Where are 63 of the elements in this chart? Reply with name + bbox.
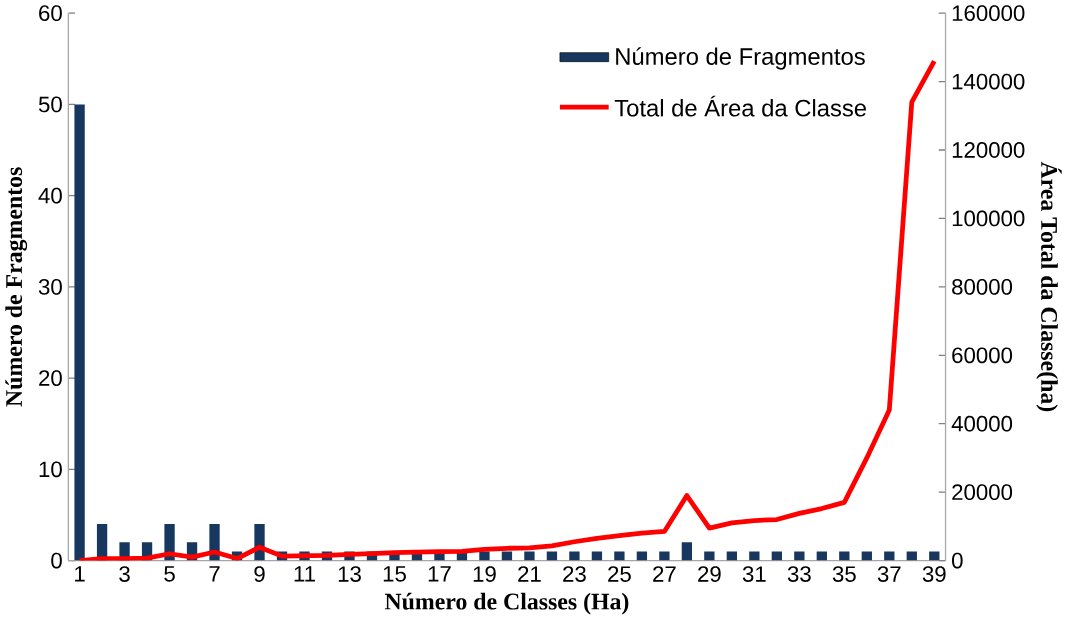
- bar: [884, 551, 895, 561]
- x-tick-label: 25: [608, 566, 631, 583]
- y-tick-label: 20: [39, 370, 62, 387]
- x-tick-label: 1: [75, 566, 85, 582]
- y2-axis-title: Área Total da Classe(ha): [1036, 161, 1062, 412]
- y-tick-label: 10: [39, 461, 62, 478]
- x-tick-label: 23: [563, 566, 586, 583]
- y2-tick-label: 120000: [952, 142, 1025, 159]
- x-tick-label: 33: [787, 566, 811, 583]
- legend-label: Total de Área da Classe: [614, 95, 866, 117]
- x-tick-label: 5: [164, 566, 175, 582]
- bar: [816, 551, 827, 561]
- bar: [591, 551, 603, 561]
- y-tick-label: 50: [38, 96, 62, 113]
- y-tick-label: 40: [38, 187, 62, 204]
- bar: [749, 551, 760, 561]
- y2-tick-label: 0: [952, 552, 963, 569]
- y-tick-label: 0: [51, 552, 62, 569]
- legend-label: Número de Fragmentos: [616, 47, 865, 70]
- bar: [681, 542, 693, 561]
- bar: [794, 551, 805, 561]
- x-axis-title: Número de Classes (Ha): [384, 592, 629, 615]
- bar: [614, 551, 625, 561]
- x-tick-label: 27: [653, 566, 676, 582]
- x-tick-label: 9: [254, 566, 265, 583]
- y2-tick-label: 140000: [952, 73, 1025, 90]
- bar: [74, 104, 85, 561]
- bar: [569, 551, 580, 561]
- x-tick-label: 3: [119, 566, 130, 583]
- x-tick-label: 13: [338, 566, 361, 583]
- bar: [726, 551, 738, 561]
- bar: [636, 551, 648, 561]
- x-tick-label: 17: [428, 566, 451, 582]
- x-tick-label: 19: [473, 566, 496, 583]
- y2-tick-label: 40000: [951, 415, 1013, 432]
- y-tick-label: 30: [38, 279, 62, 295]
- y-tick-label: 60: [39, 5, 62, 22]
- bar: [659, 551, 670, 561]
- x-tick-label: 21: [518, 566, 541, 582]
- bar: [839, 551, 850, 561]
- y-axis-title: Número de Fragmentos: [5, 167, 28, 407]
- bar: [479, 551, 490, 561]
- x-tick-label: 15: [383, 566, 406, 582]
- bar: [861, 551, 872, 561]
- y2-tick-label: 80000: [952, 279, 1013, 295]
- x-tick-label: 31: [742, 566, 766, 583]
- bar: [501, 551, 513, 561]
- y2-tick-label: 60000: [952, 347, 1013, 364]
- x-tick-label: 29: [698, 566, 721, 583]
- y2-tick-label: 20000: [952, 484, 1013, 501]
- y2-tick-label: 160000: [952, 5, 1025, 22]
- bar: [929, 551, 940, 561]
- bar: [546, 551, 558, 561]
- x-tick-label: 11: [294, 566, 315, 582]
- y2-tick-label: 100000: [952, 210, 1025, 227]
- bar: [704, 551, 715, 561]
- x-tick-label: 39: [922, 566, 946, 583]
- x-tick-label: 7: [209, 566, 220, 582]
- x-tick-label: 37: [877, 566, 901, 583]
- bar: [906, 551, 917, 561]
- bar: [771, 551, 782, 561]
- bar: [524, 551, 535, 561]
- x-tick-label: 35: [832, 566, 856, 583]
